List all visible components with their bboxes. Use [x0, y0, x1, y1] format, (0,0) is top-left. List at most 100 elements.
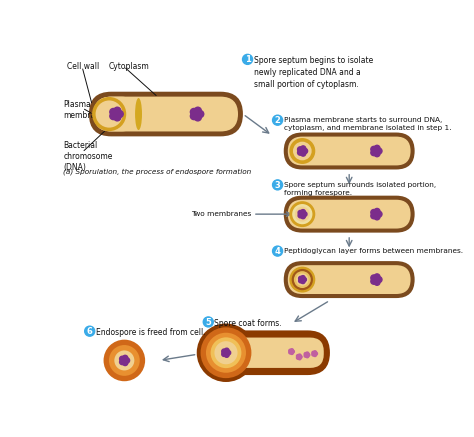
Circle shape: [313, 352, 316, 355]
Text: Spore septum begins to isolate
newly replicated DNA and a
small portion of cytop: Spore septum begins to isolate newly rep…: [255, 56, 374, 89]
Circle shape: [273, 180, 283, 190]
Circle shape: [194, 107, 201, 114]
Circle shape: [297, 354, 300, 357]
Circle shape: [294, 271, 311, 288]
Circle shape: [300, 212, 305, 216]
Circle shape: [224, 348, 229, 353]
Circle shape: [191, 113, 197, 120]
Circle shape: [376, 277, 382, 282]
Text: 1: 1: [245, 55, 250, 64]
Circle shape: [371, 275, 377, 281]
Text: 3: 3: [275, 180, 281, 190]
Circle shape: [298, 147, 303, 152]
FancyBboxPatch shape: [288, 265, 410, 294]
Circle shape: [295, 207, 310, 222]
Text: 4: 4: [274, 247, 281, 256]
Circle shape: [371, 209, 377, 215]
Circle shape: [301, 210, 305, 214]
Circle shape: [374, 274, 380, 280]
FancyBboxPatch shape: [284, 196, 415, 232]
Circle shape: [298, 354, 301, 357]
Circle shape: [304, 353, 307, 355]
Circle shape: [313, 351, 317, 354]
Circle shape: [302, 212, 307, 216]
Text: Plasma
membrane: Plasma membrane: [64, 100, 105, 120]
Circle shape: [371, 146, 377, 152]
Circle shape: [298, 211, 303, 215]
Circle shape: [201, 327, 251, 378]
Circle shape: [292, 204, 312, 224]
Text: Spore septum surrounds isolated portion,
forming forespore.: Spore septum surrounds isolated portion,…: [284, 182, 436, 196]
Text: Peptidoglycan layer forms between membranes.: Peptidoglycan layer forms between membra…: [284, 248, 463, 254]
Circle shape: [124, 358, 129, 363]
Circle shape: [302, 277, 306, 281]
FancyBboxPatch shape: [222, 330, 330, 375]
Circle shape: [301, 214, 305, 218]
Circle shape: [298, 213, 303, 218]
Circle shape: [298, 357, 301, 360]
Circle shape: [312, 353, 315, 356]
Circle shape: [312, 351, 315, 354]
Text: Bacterial
chromosome
(DNA): Bacterial chromosome (DNA): [64, 141, 113, 172]
Circle shape: [304, 354, 307, 357]
Text: Cell wall: Cell wall: [66, 62, 99, 71]
Circle shape: [289, 267, 315, 292]
Circle shape: [197, 323, 255, 382]
Circle shape: [122, 361, 128, 366]
Circle shape: [315, 352, 318, 355]
Circle shape: [298, 355, 301, 358]
Text: Two membranes: Two membranes: [191, 211, 251, 217]
Circle shape: [374, 208, 380, 214]
Circle shape: [114, 107, 121, 114]
Circle shape: [374, 151, 380, 157]
Circle shape: [299, 355, 302, 358]
Circle shape: [371, 278, 377, 284]
FancyBboxPatch shape: [94, 97, 238, 132]
Ellipse shape: [135, 98, 142, 130]
FancyBboxPatch shape: [228, 337, 324, 368]
Circle shape: [110, 108, 117, 115]
Circle shape: [203, 317, 213, 327]
Circle shape: [85, 326, 95, 336]
Circle shape: [299, 279, 303, 283]
Circle shape: [290, 350, 293, 353]
Circle shape: [298, 150, 303, 155]
Circle shape: [210, 337, 241, 368]
Text: (a) Sporulation, the process of endospore formation: (a) Sporulation, the process of endospor…: [63, 168, 251, 174]
Circle shape: [214, 341, 237, 364]
Circle shape: [302, 149, 308, 154]
Circle shape: [109, 345, 140, 376]
Circle shape: [222, 349, 227, 354]
Circle shape: [114, 114, 121, 121]
Circle shape: [116, 111, 123, 118]
Circle shape: [224, 350, 228, 355]
Circle shape: [273, 246, 283, 256]
Circle shape: [300, 149, 305, 154]
Circle shape: [273, 115, 283, 125]
FancyBboxPatch shape: [288, 200, 410, 229]
Circle shape: [293, 142, 311, 160]
Circle shape: [374, 279, 380, 285]
Circle shape: [373, 211, 379, 217]
Circle shape: [222, 352, 227, 357]
Circle shape: [373, 148, 379, 154]
Circle shape: [301, 276, 305, 280]
FancyBboxPatch shape: [284, 132, 415, 170]
Circle shape: [194, 114, 201, 121]
Circle shape: [291, 349, 293, 352]
Circle shape: [291, 351, 293, 354]
Circle shape: [103, 340, 145, 381]
Circle shape: [289, 138, 315, 164]
Circle shape: [289, 351, 292, 354]
Circle shape: [292, 350, 294, 353]
FancyBboxPatch shape: [288, 137, 410, 166]
Circle shape: [122, 358, 127, 363]
Circle shape: [119, 356, 125, 361]
FancyBboxPatch shape: [284, 261, 415, 298]
Circle shape: [191, 108, 197, 115]
Circle shape: [292, 269, 313, 290]
Circle shape: [301, 280, 305, 284]
Circle shape: [374, 145, 380, 151]
Text: Cytoplasm: Cytoplasm: [108, 62, 149, 71]
Circle shape: [197, 111, 204, 118]
